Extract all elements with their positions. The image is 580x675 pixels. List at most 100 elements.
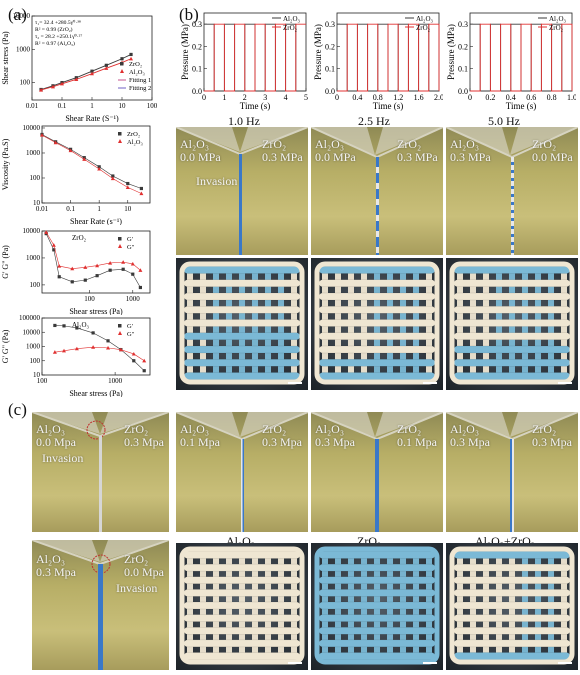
data-point <box>139 191 144 196</box>
zro2-modulus-chart: 100 1000 10000 1000 100 Shear stress (Pa) G' G… <box>1 227 151 315</box>
data-point <box>138 285 142 290</box>
data-point <box>60 81 64 86</box>
x-tick-label: 0 <box>468 93 472 102</box>
shear-stress-chart: 0.01 0.1 1 10 100 10000 1000 100 Shear Rate (S⁻¹… <box>1 12 158 122</box>
filament <box>183 332 301 340</box>
data-point <box>142 358 147 363</box>
filament <box>183 627 301 635</box>
legend-label: G" <box>127 244 135 251</box>
data-point <box>91 345 96 349</box>
y-tick-label: 1000 <box>26 254 41 262</box>
y-axis-label: G' G" (Pa) <box>1 329 10 363</box>
x-tick-label: 10 <box>124 205 132 213</box>
x-tick-label: 5 <box>304 93 308 102</box>
x-tick-label: 3 <box>263 93 267 102</box>
x-tick-label: 1 <box>90 102 94 110</box>
y-tick-label: 0.1 <box>325 65 335 74</box>
label-right: ZrO₂ <box>397 137 422 151</box>
y-tick-label: 0.1 <box>458 65 468 74</box>
legend-marker <box>118 139 122 143</box>
legend-marker <box>118 324 122 328</box>
y-tick-label: 100 <box>20 79 31 87</box>
legend-label: G" <box>127 331 135 338</box>
data-point <box>121 260 126 264</box>
x-axis-label: Shear Rate (S⁻¹) <box>65 114 119 122</box>
label-right: ZrO₂ <box>262 137 287 151</box>
data-point <box>129 56 134 61</box>
data-point <box>118 347 123 352</box>
data-point <box>70 266 75 271</box>
filament <box>183 563 301 572</box>
x-tick-label: 0.6 <box>526 93 536 102</box>
x-tick-label: 1000 <box>108 377 123 385</box>
filament <box>183 359 301 367</box>
data-point <box>97 165 101 169</box>
equation-text: τ₂ = 28.2 +250.1γ̇⁰·²⁷ <box>35 33 82 40</box>
label-left: Al₂O₃ <box>36 422 66 436</box>
data-point <box>53 323 57 328</box>
filament <box>453 345 571 354</box>
filament <box>453 652 571 660</box>
filament <box>183 589 301 597</box>
pressure-left: 0.3 Mpa <box>450 435 490 449</box>
x-tick-label: 10 <box>119 102 127 110</box>
y-tick-label: 0.3 <box>192 20 202 29</box>
printed-lattice-mixed <box>446 543 578 670</box>
pressure-left: 0.0 Mpa <box>36 435 76 449</box>
chart-title: ZrO₂ <box>72 234 87 242</box>
y-axis-label: Pressure (MPa) <box>313 24 323 80</box>
legend-marker <box>118 244 122 248</box>
pressure-chart-2.5hz: 0 0.4 0.8 1.2 1.6 2.0 0.0 0.1 0.2 0.3 Time (s) Pres… <box>313 12 443 111</box>
y-axis-label: Viscosity (Pa.S) <box>1 138 10 190</box>
legend-marker <box>120 62 124 66</box>
lattice-border <box>314 261 440 385</box>
filament <box>318 576 436 584</box>
data-point <box>90 71 94 76</box>
filament <box>453 332 571 340</box>
plot-frame <box>41 230 151 294</box>
pressure-left: 0.3 Mpa <box>315 435 355 449</box>
filament <box>318 614 436 622</box>
plot-frame <box>41 317 151 376</box>
chart-title: Al₂O₃ <box>72 321 89 329</box>
filament <box>318 652 436 660</box>
equation-text: R² = 0.99 (ZrO₂) <box>35 26 73 33</box>
filament <box>453 639 571 648</box>
filament <box>183 372 301 380</box>
data-point <box>104 63 108 67</box>
filament <box>183 279 301 287</box>
plot-frame <box>41 125 151 204</box>
x-tick-label: 0.8 <box>373 93 383 102</box>
lattice-border <box>449 261 575 385</box>
freq-label-2.5hz: 2.5 Hz <box>358 114 390 128</box>
label-left: Al₂O₃ <box>180 422 210 436</box>
label-left: Al₂O₃ <box>180 137 210 151</box>
filament <box>318 306 436 314</box>
panel-label-a: (a) <box>8 5 27 24</box>
pressure-right: 0.0 MPa <box>532 150 573 164</box>
legend-label: Al₂O₃ <box>127 139 143 146</box>
nozzle-photo-b2: Al₂O₃ 0.0 MPa ZrO₂ 0.3 MPa <box>311 127 443 255</box>
pressure-right: 0.3 MPa <box>397 150 438 164</box>
filament <box>183 652 301 660</box>
y-tick-label: 10000 <box>13 12 31 20</box>
data-point <box>91 331 95 335</box>
invasion-label: Invasion <box>42 451 84 465</box>
series-line-zro2 <box>204 23 306 92</box>
data-point <box>57 275 61 279</box>
data-point <box>104 66 109 70</box>
data-point <box>70 280 74 284</box>
series-line <box>54 346 145 362</box>
legend-label: Al₂O₃ <box>129 69 145 76</box>
filament <box>453 279 571 287</box>
filament <box>183 319 301 327</box>
nozzle-photo-c2: Al₂O₃ 0.1 Mpa ZrO₂ 0.3 Mpa <box>176 412 308 532</box>
x-tick-label: 0 <box>335 93 339 102</box>
x-tick-label: 0.2 <box>485 93 495 102</box>
data-point <box>120 57 124 61</box>
data-point <box>90 69 94 73</box>
pressure-chart-1hz: 0 1 2 3 4 5 0.0 0.1 0.2 0.3 Time (s) Pressure (MPa)… <box>180 12 308 111</box>
pressure-right: 0.3 Mpa <box>262 435 302 449</box>
y-tick-label: 10000 <box>23 124 41 132</box>
data-point <box>62 324 66 328</box>
